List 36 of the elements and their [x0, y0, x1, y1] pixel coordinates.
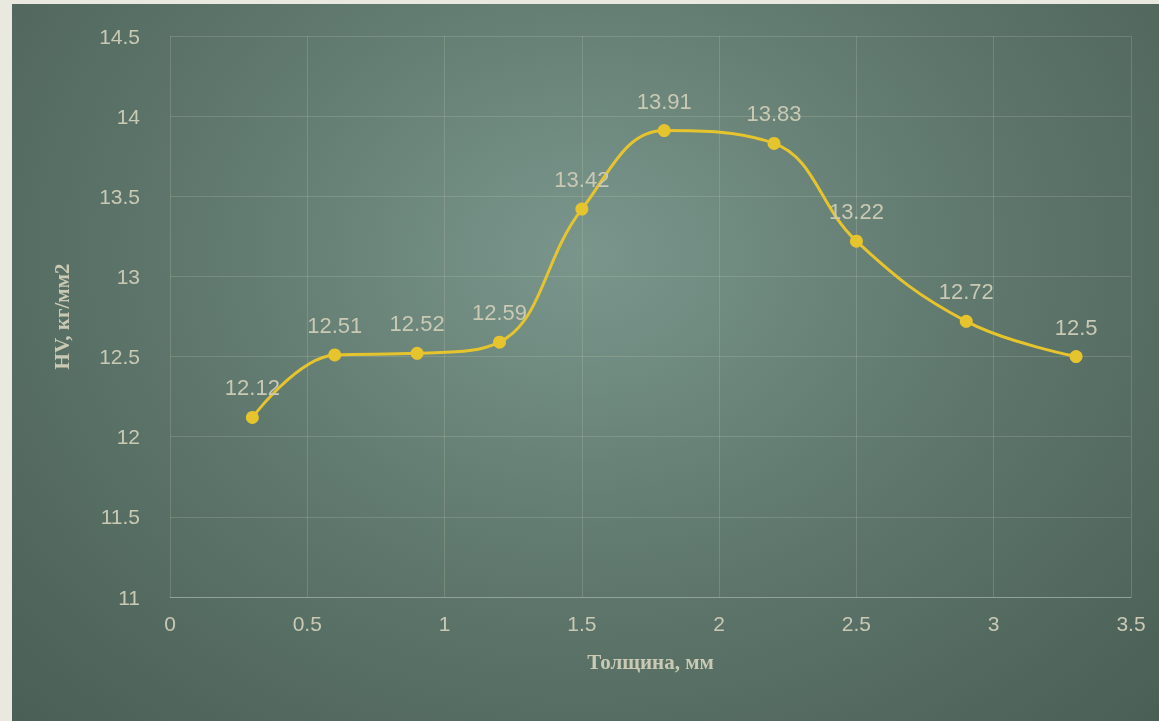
y-tick-label: 11.5	[100, 505, 140, 529]
data-label: 12.72	[938, 279, 994, 305]
y-tick-label: 11	[118, 585, 140, 609]
point	[245, 410, 259, 424]
x-tick-label: 2	[713, 612, 725, 635]
data-label: 12.51	[307, 312, 363, 338]
point	[410, 346, 424, 360]
x-tick-label: 1.5	[567, 612, 597, 635]
y-axis-title: HV, кг/мм2	[49, 263, 74, 370]
data-label: 12.5	[1054, 314, 1098, 340]
y-tick-label: 14.5	[99, 24, 140, 48]
point	[849, 234, 863, 248]
data-label: 12.59	[471, 300, 528, 326]
point	[575, 202, 589, 216]
x-tick-label: 1	[438, 612, 451, 635]
point	[328, 348, 342, 362]
x-tick-label: 0.5	[292, 612, 322, 635]
y-tick-label: 13.5	[99, 184, 140, 208]
x-tick-label: 0	[164, 612, 176, 635]
x-tick-label: 3	[987, 612, 1000, 635]
x-tick-label: 3.5	[1116, 612, 1146, 635]
point	[657, 124, 671, 138]
point	[1069, 350, 1083, 364]
point	[493, 335, 506, 349]
data-label: 13.91	[636, 88, 692, 114]
y-tick-label: 14	[116, 104, 141, 128]
y-tick-label: 13	[116, 264, 140, 288]
y-tick-label: 12	[116, 425, 140, 449]
point	[959, 314, 973, 328]
data-label: 13.83	[746, 101, 802, 127]
x-axis-title: Толщина, мм	[587, 649, 714, 674]
point	[767, 136, 781, 150]
data-label: 12.52	[389, 311, 445, 337]
x-tick-label: 2.5	[841, 612, 872, 635]
data-label: 12.12	[224, 375, 280, 401]
y-tick-label: 12.5	[99, 345, 140, 369]
